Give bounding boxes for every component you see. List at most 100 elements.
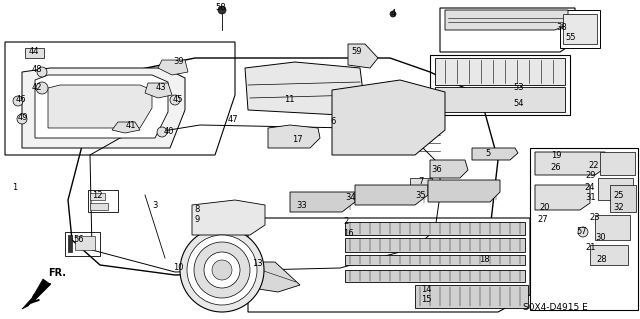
Polygon shape — [410, 178, 432, 192]
Circle shape — [170, 95, 180, 105]
Text: 31: 31 — [586, 194, 596, 203]
Text: 3: 3 — [152, 202, 157, 211]
Text: 5: 5 — [485, 149, 491, 158]
Circle shape — [218, 6, 226, 14]
Polygon shape — [600, 152, 635, 175]
Text: 39: 39 — [173, 57, 184, 66]
Text: 10: 10 — [173, 263, 183, 272]
Text: 30: 30 — [596, 233, 606, 241]
Polygon shape — [158, 60, 188, 75]
Text: 33: 33 — [296, 202, 307, 211]
Polygon shape — [610, 185, 636, 212]
Text: 7: 7 — [419, 176, 424, 186]
Polygon shape — [68, 235, 72, 252]
Polygon shape — [25, 48, 44, 58]
Circle shape — [187, 235, 257, 305]
Polygon shape — [90, 203, 108, 210]
Text: 55: 55 — [566, 33, 576, 41]
Polygon shape — [440, 8, 575, 52]
Circle shape — [212, 260, 232, 280]
Text: 43: 43 — [156, 83, 166, 92]
Polygon shape — [112, 122, 140, 133]
Text: 56: 56 — [74, 235, 84, 244]
Text: 53: 53 — [514, 84, 524, 93]
Text: FR.: FR. — [48, 268, 66, 278]
Polygon shape — [35, 75, 168, 138]
Polygon shape — [595, 215, 630, 240]
Polygon shape — [435, 58, 565, 85]
Polygon shape — [290, 192, 355, 212]
Circle shape — [36, 82, 48, 94]
Polygon shape — [590, 245, 628, 265]
Polygon shape — [345, 255, 525, 265]
Text: 38: 38 — [557, 24, 568, 33]
Polygon shape — [245, 62, 365, 115]
Text: 34: 34 — [346, 192, 356, 202]
Text: 46: 46 — [16, 95, 26, 105]
Text: 59: 59 — [352, 47, 362, 56]
Polygon shape — [430, 55, 570, 115]
Text: 44: 44 — [29, 48, 39, 56]
Text: 2: 2 — [344, 218, 349, 226]
Text: 28: 28 — [596, 256, 607, 264]
Text: 14: 14 — [420, 286, 431, 294]
Polygon shape — [250, 262, 300, 292]
Text: 12: 12 — [92, 190, 102, 199]
Text: 16: 16 — [342, 228, 353, 238]
Text: 54: 54 — [514, 100, 524, 108]
Text: 29: 29 — [586, 172, 596, 181]
Polygon shape — [445, 10, 568, 30]
Polygon shape — [68, 58, 498, 275]
Polygon shape — [248, 218, 530, 312]
Polygon shape — [145, 83, 172, 98]
Circle shape — [204, 252, 240, 288]
Bar — [563, 14, 597, 44]
Polygon shape — [22, 279, 50, 309]
Circle shape — [13, 96, 23, 106]
Text: 23: 23 — [589, 213, 600, 222]
Text: 17: 17 — [292, 136, 302, 145]
Text: 24: 24 — [585, 182, 595, 191]
Text: 57: 57 — [577, 226, 588, 235]
Polygon shape — [48, 85, 152, 128]
Polygon shape — [268, 125, 320, 148]
Circle shape — [37, 67, 47, 77]
Text: 18: 18 — [479, 255, 490, 263]
Polygon shape — [5, 42, 235, 155]
Polygon shape — [90, 193, 105, 200]
Circle shape — [194, 242, 250, 298]
Text: 41: 41 — [125, 122, 136, 130]
Polygon shape — [332, 80, 445, 155]
Polygon shape — [530, 148, 638, 310]
Text: 6: 6 — [330, 117, 336, 127]
Text: 36: 36 — [431, 166, 442, 174]
Circle shape — [390, 11, 396, 17]
Text: 48: 48 — [32, 65, 42, 75]
Text: 42: 42 — [32, 83, 42, 92]
Polygon shape — [355, 185, 428, 205]
Polygon shape — [345, 270, 525, 282]
Polygon shape — [598, 178, 633, 200]
Polygon shape — [472, 148, 518, 160]
Polygon shape — [535, 185, 590, 210]
Text: 49: 49 — [18, 114, 28, 122]
Text: 58: 58 — [216, 4, 227, 12]
Circle shape — [180, 228, 264, 312]
Text: 8: 8 — [195, 205, 200, 214]
Circle shape — [578, 227, 588, 237]
Polygon shape — [345, 222, 525, 235]
Text: 1: 1 — [12, 182, 18, 191]
Polygon shape — [415, 285, 528, 308]
Text: 25: 25 — [614, 191, 624, 201]
Circle shape — [157, 127, 167, 137]
Polygon shape — [430, 160, 468, 178]
Text: 13: 13 — [252, 259, 262, 269]
Text: 27: 27 — [538, 214, 548, 224]
Polygon shape — [348, 44, 378, 68]
Text: 11: 11 — [284, 95, 294, 105]
Text: 22: 22 — [589, 160, 599, 169]
Text: 26: 26 — [550, 162, 561, 172]
Text: 21: 21 — [586, 243, 596, 253]
Polygon shape — [435, 87, 565, 112]
Polygon shape — [535, 152, 605, 175]
